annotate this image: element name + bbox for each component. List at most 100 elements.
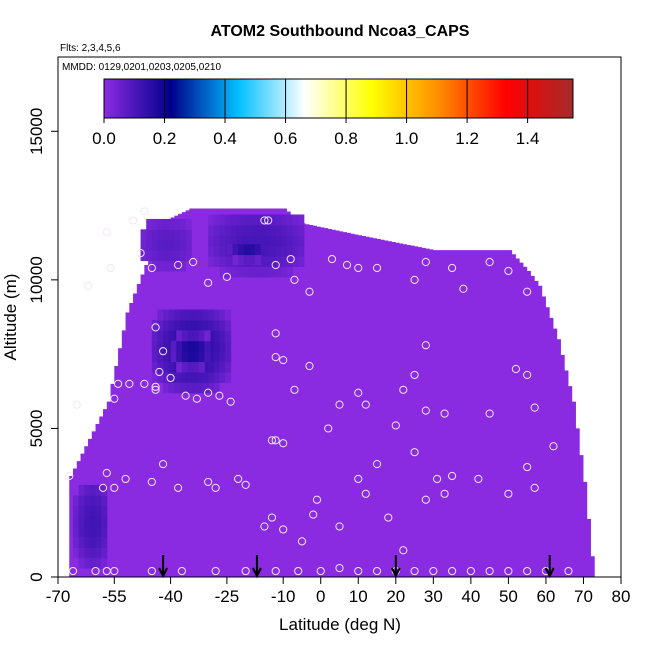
- sample-point: [504, 566, 513, 576]
- sample-point: [305, 361, 314, 371]
- enhancement-cell: [151, 250, 158, 262]
- sample-point: [504, 489, 513, 498]
- enhancement-cell: [193, 330, 200, 342]
- enhancement-cell: [270, 245, 277, 257]
- sample-point: [151, 385, 160, 394]
- enhancement-cell: [185, 218, 192, 230]
- x-tick-label: -70: [46, 587, 71, 606]
- enhancement-cell: [204, 340, 211, 352]
- enhancement-cell: [225, 266, 232, 278]
- enhancement-cell: [185, 382, 192, 394]
- sample-point: [136, 249, 145, 258]
- enhancement-cell: [78, 495, 85, 507]
- enhancement-cell: [202, 309, 209, 321]
- enhancement-cell: [213, 235, 220, 247]
- sample-point: [305, 287, 314, 296]
- sample-point: [98, 483, 108, 492]
- sample-point: [327, 254, 337, 264]
- arrow-head: [158, 567, 168, 579]
- heatmap-field: [69, 208, 595, 577]
- enhancement-cell: [264, 235, 271, 247]
- x-tick-label: -40: [158, 587, 183, 606]
- colorbar-tick-label: 1.0: [395, 129, 419, 148]
- sample-point: [158, 459, 168, 469]
- sample-point: [140, 207, 149, 216]
- enhancement-cell: [89, 536, 97, 548]
- sample-point: [65, 471, 74, 481]
- enhancement-cell: [168, 250, 175, 262]
- sample-point: [504, 266, 513, 276]
- sample-point: [174, 260, 183, 270]
- enhancement-cell: [247, 266, 254, 278]
- enhancement-cell: [163, 340, 170, 352]
- sample-point: [181, 391, 190, 400]
- sample-point: [474, 474, 483, 484]
- enhancement-cell: [157, 351, 164, 363]
- enhancement-cell: [204, 351, 211, 363]
- enhancement-cell: [157, 218, 164, 230]
- sample-point: [294, 566, 303, 576]
- enhancement-cell: [213, 371, 220, 383]
- enhancement-cell: [101, 536, 108, 548]
- enhancement-cell: [213, 224, 220, 236]
- enhancement-cell: [236, 266, 243, 278]
- enhancement-cell: [286, 256, 294, 267]
- enhancement-cell: [146, 250, 153, 262]
- sample-point: [440, 409, 449, 418]
- enhancement-cell: [286, 266, 294, 278]
- enhancement-cell: [230, 235, 237, 247]
- enhancement-cell: [73, 516, 80, 527]
- sample-point: [110, 483, 119, 492]
- colorbar-tick-label: 1.2: [455, 129, 479, 148]
- enhancement-cell: [73, 536, 80, 548]
- enhancement-cell: [146, 218, 153, 230]
- enhancement-cell: [163, 382, 170, 394]
- enhancement-cell: [286, 245, 294, 257]
- enhancement-cell: [101, 557, 108, 569]
- enhancement-cell: [78, 516, 85, 527]
- enhancement-cell: [179, 309, 187, 321]
- x-tick-label: 70: [574, 587, 593, 606]
- y-tick-label: 0: [27, 572, 46, 581]
- enhancement-cell: [89, 516, 97, 527]
- enhancement-cell: [225, 214, 232, 226]
- enhancement-cell: [181, 330, 188, 342]
- enhancement-cell: [78, 505, 85, 517]
- sample-point: [297, 537, 307, 546]
- enhancement-cell: [292, 224, 299, 236]
- enhancement-cell: [286, 214, 294, 226]
- enhancement-cell: [168, 361, 175, 373]
- sample-point: [384, 513, 393, 522]
- enhancement-cell: [258, 256, 265, 267]
- enhancement-cell: [84, 526, 91, 538]
- enhancement-cell: [157, 340, 164, 352]
- enhancement-cell: [95, 505, 102, 517]
- sample-point: [158, 347, 168, 356]
- enhancement-cell: [219, 340, 226, 352]
- enhancement-cell: [260, 244, 267, 256]
- enhancement-cell: [185, 371, 192, 383]
- enhancement-cell: [157, 319, 164, 331]
- enhancement-cell: [213, 319, 220, 331]
- enhancement-cell: [275, 214, 282, 226]
- enhancement-cell: [219, 371, 226, 383]
- sample-point: [511, 364, 521, 374]
- enhancement-cell: [73, 547, 80, 559]
- enhancement-cell: [219, 319, 226, 331]
- enhancement-cell: [281, 256, 288, 267]
- enhancement-cell: [298, 214, 305, 226]
- enhancement-cell: [264, 266, 271, 278]
- enhancement-cell: [281, 235, 288, 247]
- x-tick-label: 50: [499, 587, 518, 606]
- enhancement-cell: [151, 229, 158, 241]
- enhancement-cell: [202, 319, 209, 331]
- enhancement-cell: [208, 382, 215, 394]
- enhancement-cell: [174, 218, 181, 230]
- enhancement-cell: [292, 214, 299, 226]
- enhancement-cell: [89, 484, 97, 496]
- sample-point: [211, 483, 220, 492]
- sample-point: [286, 254, 295, 264]
- sample-point: [271, 566, 280, 576]
- enhancement-cell: [179, 371, 187, 383]
- colorbar-frame: [103, 78, 574, 119]
